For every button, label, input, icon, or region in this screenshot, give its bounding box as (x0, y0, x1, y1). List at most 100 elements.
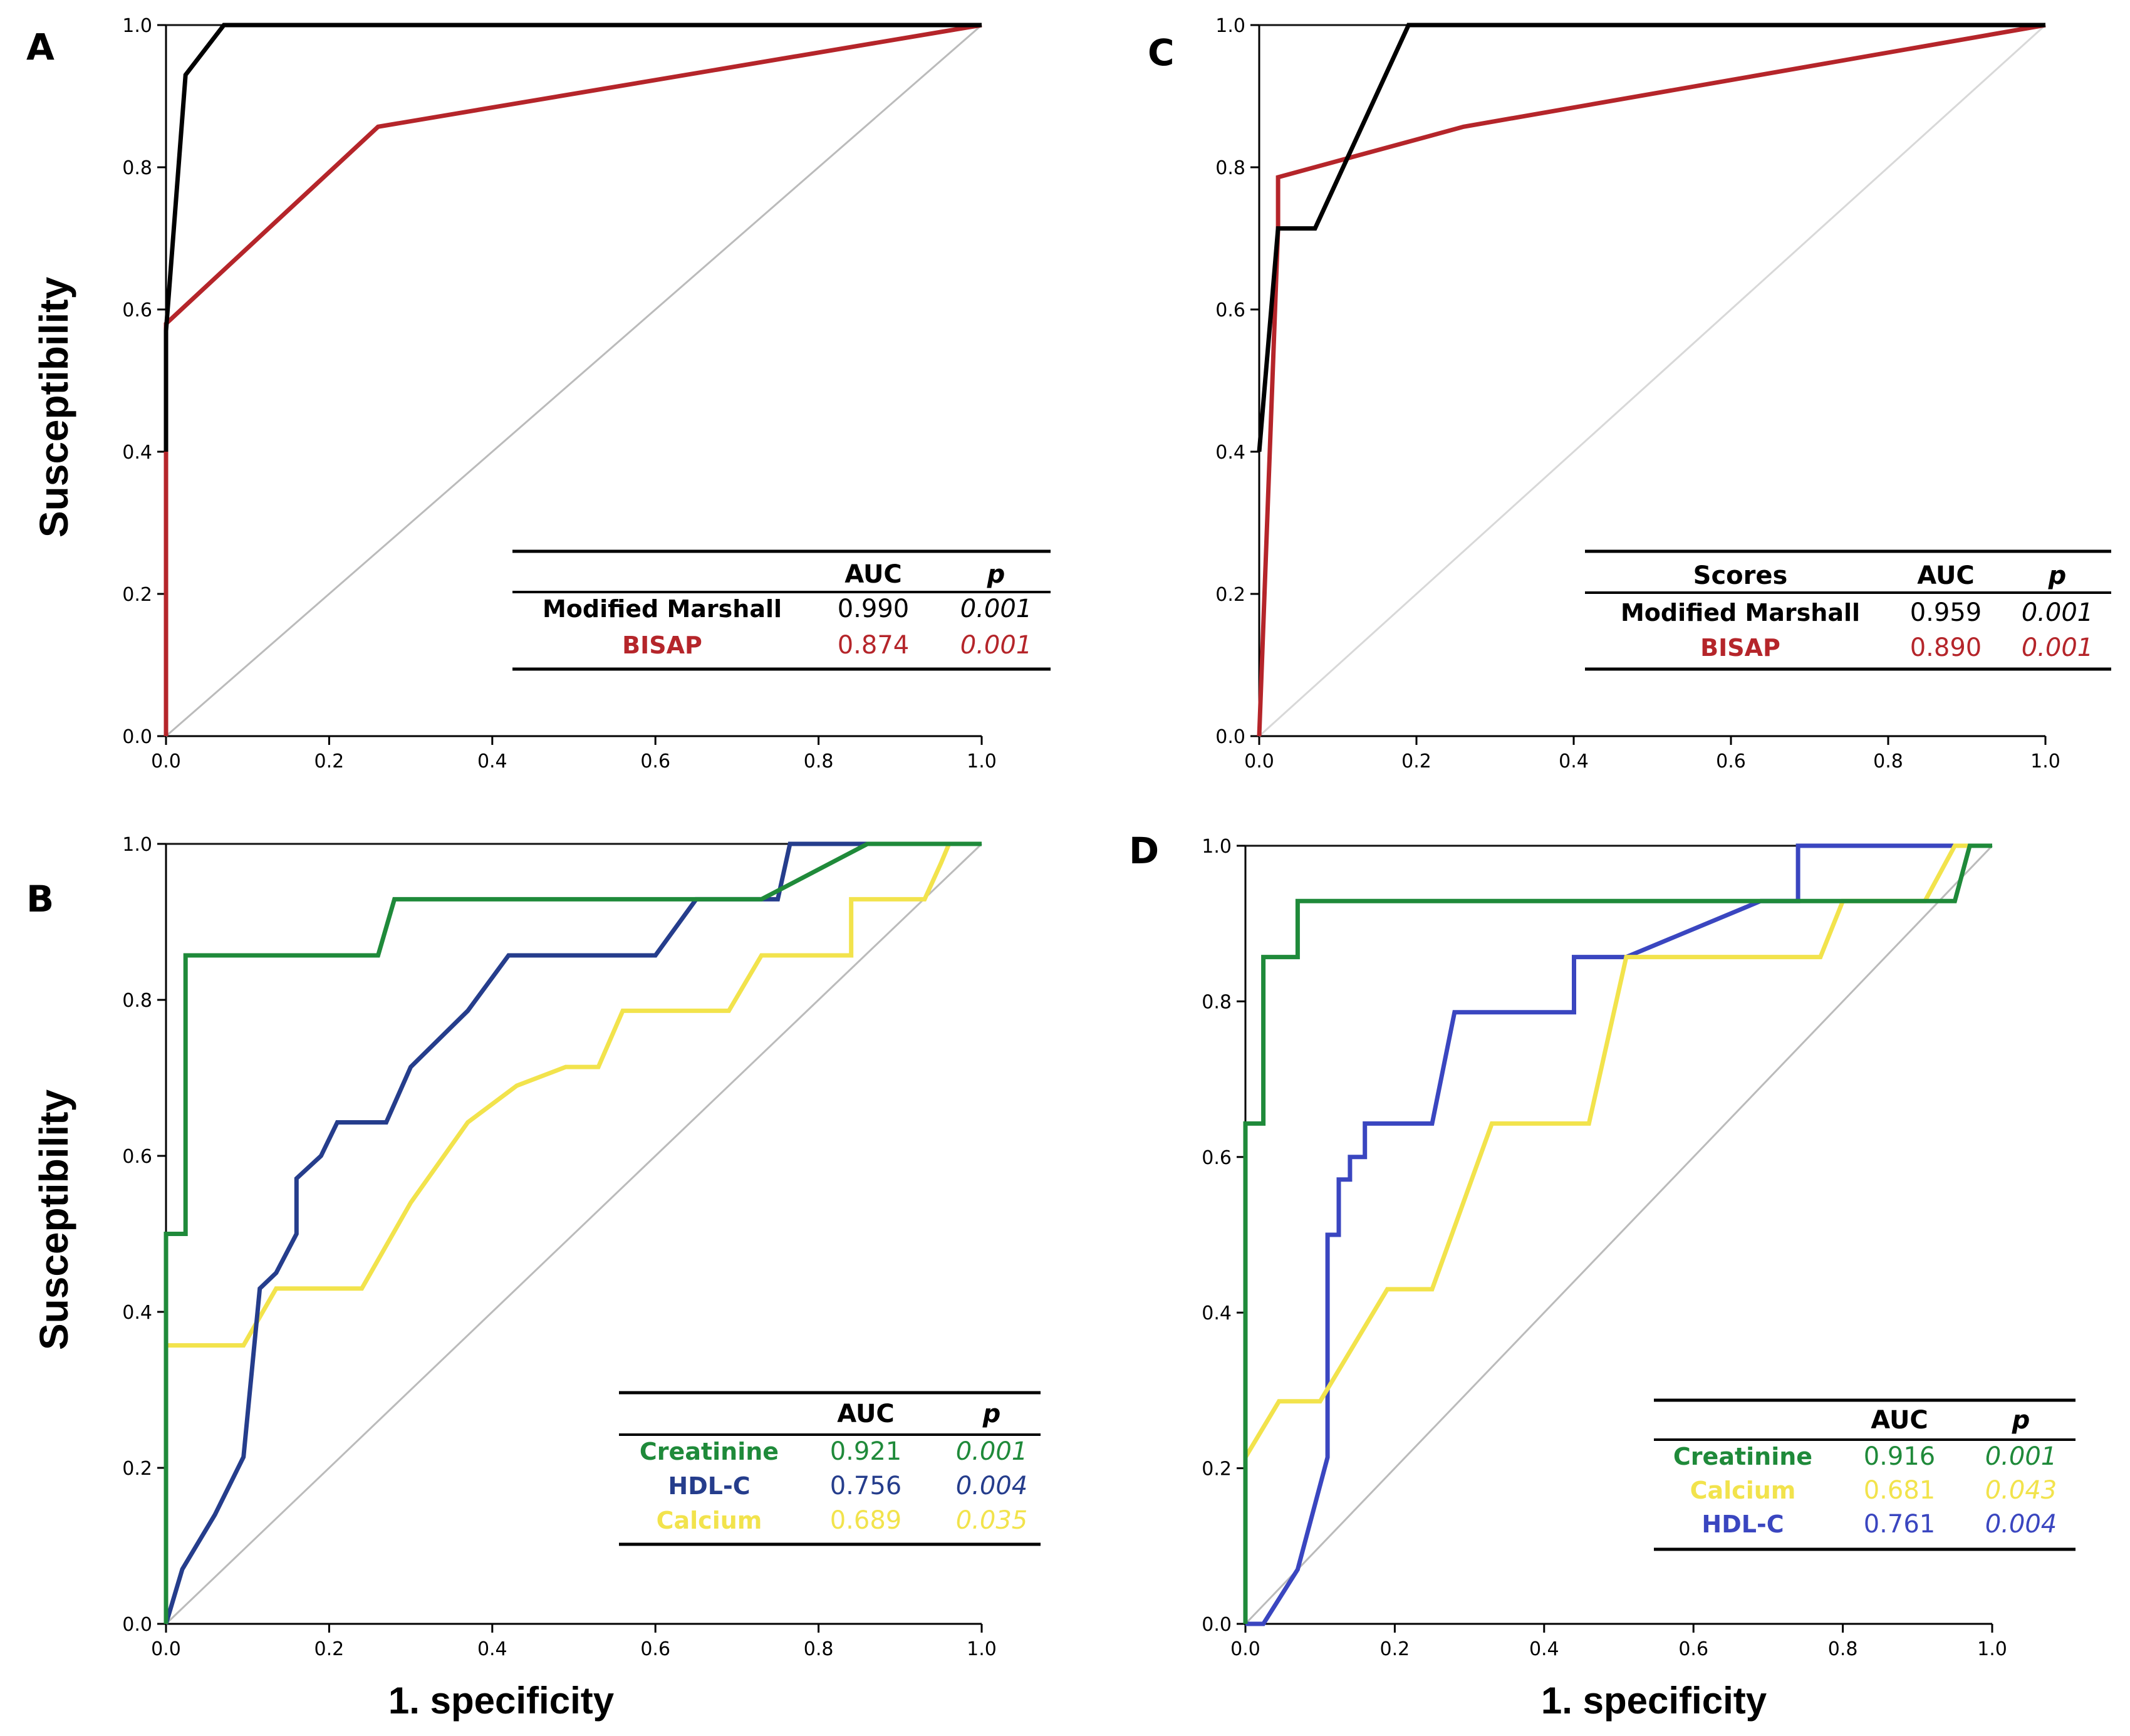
y-tick-label: 0.4 (122, 1302, 152, 1324)
legend-p-bisap: 0.001 (960, 631, 1032, 660)
y-tick-label: 0.4 (1215, 442, 1245, 464)
x-tick-label: 0.2 (314, 1638, 345, 1660)
legend-header-1: AUC (844, 560, 902, 589)
y-tick-label: 0.8 (122, 157, 152, 179)
x-tick-label: 0.6 (1716, 751, 1746, 772)
x-tick-label: 0.4 (477, 1638, 507, 1660)
y-tick-label: 1.0 (1215, 15, 1245, 37)
x-tick-label: 0.8 (1828, 1638, 1858, 1660)
y-tick-label: 0.8 (1202, 991, 1232, 1013)
y-tick-label: 0.4 (1202, 1302, 1232, 1324)
x-tick-label: 0.2 (1380, 1638, 1410, 1660)
x-tick-label: 0.0 (151, 1638, 181, 1660)
reference-diagonal (1258, 24, 2047, 737)
legend-auc-modified-marshall: 0.990 (838, 595, 910, 623)
legend-auc-calcium: 0.689 (830, 1506, 902, 1535)
panel-label-b: B (26, 878, 54, 920)
y-tick-label: 1.0 (122, 834, 152, 856)
legend-name-calcium: Calcium (657, 1507, 762, 1534)
legend-name-creatinine: Creatinine (1673, 1443, 1812, 1470)
legend-auc-creatinine: 0.921 (830, 1437, 902, 1466)
legend-name-modified-marshall: Modified Marshall (1621, 599, 1860, 626)
y-axis-title-top: Susceptibility (31, 277, 76, 538)
legend-header-1: AUC (837, 1400, 895, 1428)
y-axis-title-bottom: Susceptibility (31, 1089, 76, 1351)
x-tick-label: 1.0 (967, 751, 997, 772)
x-tick-label: 0.0 (1244, 751, 1274, 772)
y-tick-label: 0.8 (1215, 157, 1245, 179)
legend-p-hdl-c: 0.004 (1985, 1510, 2057, 1539)
x-tick-label: 0.8 (804, 1638, 834, 1660)
panel-b: B 0.0 0.2 0.4 0.6 0.8 1.0 0.0 0.2 0.4 0.6 0.8 1.0 A… (26, 834, 1041, 1660)
x-tick-label: 0.0 (151, 751, 181, 772)
y-tick-label: 0.6 (1202, 1147, 1232, 1169)
y-tick-label: 0.6 (122, 1146, 152, 1168)
legend-name-bisap: BISAP (622, 632, 702, 659)
y-tick-label: 0.2 (1215, 584, 1245, 606)
legend-header-2: p (2012, 1406, 2030, 1435)
legend-p-calcium: 0.035 (956, 1506, 1028, 1535)
legend-name-creatinine: Creatinine (640, 1438, 779, 1465)
x-tick-label: 1.0 (967, 1638, 997, 1660)
y-tick-label: 0.2 (122, 1458, 152, 1480)
roc-curve-modified-marshall (1257, 23, 2045, 452)
panel-a-legend: AUC p Modified Marshall 0.990 0.001 BISAP 0.87… (512, 549, 1051, 671)
panel-b-legend: AUC p Creatinine 0.921 0.001 HDL-C 0.756 0.004 C… (619, 1391, 1041, 1546)
legend-p-bisap: 0.001 (2022, 633, 2094, 662)
legend-header-2: p (987, 560, 1005, 589)
x-tick-label: 0.0 (1230, 1638, 1260, 1660)
legend-header-1: AUC (1917, 561, 1975, 590)
panel-c-legend: Scores AUC p Modified Marshall 0.959 0.001 BIS… (1585, 549, 2111, 671)
x-tick-label: 1.0 (2030, 751, 2060, 772)
panel-label-d: D (1129, 829, 1159, 872)
legend-p-creatinine: 0.001 (1985, 1442, 2057, 1471)
x-tick-label: 0.6 (640, 751, 670, 772)
x-tick-label: 0.8 (804, 751, 834, 772)
x-tick-label: 0.4 (1529, 1638, 1559, 1660)
legend-auc-creatinine: 0.916 (1864, 1442, 1936, 1471)
roc-curve-creatinine (164, 841, 982, 1624)
roc-curve-calcium (164, 841, 982, 1624)
legend-name-bisap: BISAP (1700, 634, 1780, 662)
legend-header-2: p (982, 1400, 1001, 1428)
legend-p-hdl-c: 0.004 (956, 1472, 1028, 1500)
panel-b-curves (164, 841, 983, 1625)
roc-curve-hdl-c (1245, 843, 1992, 1626)
panel-d: D 0.0 0.2 0.4 0.6 0.8 1.0 0.0 0.2 0.4 0.6 0.8 1.0 A… (1129, 829, 2075, 1660)
y-tick-label: 0.0 (1215, 726, 1245, 748)
legend-header-1: AUC (1871, 1406, 1928, 1435)
reference-diagonal (1244, 845, 1993, 1625)
legend-name-hdl-c: HDL-C (1701, 1510, 1784, 1538)
y-tick-label: 0.6 (122, 299, 152, 321)
panel-c: C 0.0 0.2 0.4 0.6 0.8 1.0 0.0 0.2 0.4 0.6 0.8 1.0 S… (1148, 15, 2111, 772)
legend-p-calcium: 0.043 (1985, 1476, 2057, 1505)
reference-diagonal (165, 843, 983, 1625)
legend-p-modified-marshall: 0.001 (2022, 598, 2094, 627)
panel-d-curves (1243, 843, 1993, 1626)
legend-header-2: p (2048, 561, 2067, 590)
legend-name-hdl-c: HDL-C (668, 1472, 750, 1500)
legend-p-modified-marshall: 0.001 (960, 595, 1032, 623)
legend-name-calcium: Calcium (1690, 1477, 1796, 1504)
x-axis-title-right: 1. specificity (1541, 1680, 1767, 1722)
roc-curve-modified-marshall (164, 23, 982, 452)
panel-d-legend: AUC p Creatinine 0.916 0.001 Calcium 0.681 0.04… (1654, 1398, 2075, 1551)
y-tick-label: 0.2 (122, 584, 152, 606)
x-tick-label: 0.6 (1678, 1638, 1708, 1660)
y-tick-label: 0.0 (1202, 1614, 1232, 1636)
y-tick-label: 0.8 (122, 990, 152, 1012)
panel-c-curves (1257, 23, 2047, 737)
x-tick-label: 1.0 (1977, 1638, 2007, 1660)
x-tick-label: 0.6 (640, 1638, 670, 1660)
legend-auc-hdl-c: 0.761 (1864, 1510, 1936, 1539)
roc-curve-bisap (164, 23, 982, 736)
legend-name-modified-marshall: Modified Marshall (543, 595, 782, 623)
panel-label-a: A (26, 26, 55, 68)
legend-auc-bisap: 0.874 (838, 631, 910, 660)
y-tick-label: 1.0 (122, 15, 152, 37)
x-tick-label: 0.8 (1873, 751, 1903, 772)
x-tick-label: 0.2 (1401, 751, 1431, 772)
x-tick-label: 0.2 (314, 751, 345, 772)
panel-label-c: C (1148, 31, 1175, 74)
